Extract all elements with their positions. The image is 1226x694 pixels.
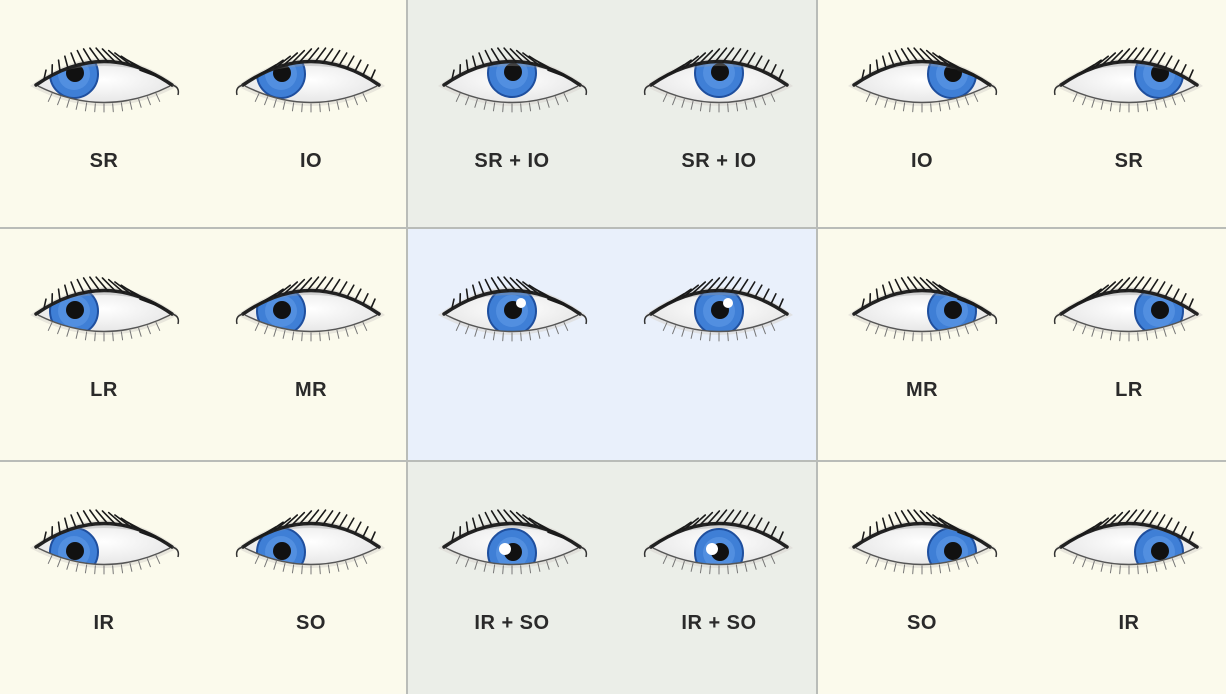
muscle-label: SR + IO xyxy=(681,150,757,172)
gaze-cell: SR + IO SR + IO xyxy=(408,0,816,227)
eye-icon xyxy=(1053,47,1203,113)
eye-icon xyxy=(235,47,385,113)
gaze-cell xyxy=(408,229,816,460)
gaze-cell: IR + SO IR + SO xyxy=(408,462,816,694)
eye-icon xyxy=(438,276,588,342)
eye-icon xyxy=(1053,276,1203,342)
muscle-label: LR xyxy=(1115,379,1143,401)
eye-icon xyxy=(235,276,385,342)
muscle-label: IR + SO xyxy=(681,612,757,634)
eye-icon xyxy=(438,47,588,113)
eye-icon xyxy=(848,276,998,342)
eye-icon xyxy=(1053,509,1203,575)
eye-icon xyxy=(438,509,588,575)
eye-icon xyxy=(643,47,793,113)
muscle-label: LR xyxy=(90,379,118,401)
gaze-cell: IO SR xyxy=(818,0,1226,227)
gaze-cell: SR IO xyxy=(0,0,406,227)
muscle-label: SR xyxy=(1114,150,1144,172)
eye-icon xyxy=(848,47,998,113)
eye-icon xyxy=(643,509,793,575)
eye-icon xyxy=(848,509,998,575)
muscle-label: SO xyxy=(296,612,326,634)
gaze-cell: SO IR xyxy=(818,462,1226,694)
muscle-label: IR xyxy=(93,612,115,634)
eye-icon xyxy=(235,509,385,575)
eye-icon xyxy=(643,276,793,342)
muscle-label: SO xyxy=(907,612,937,634)
eye-icon xyxy=(30,509,180,575)
eye-icon xyxy=(30,47,180,113)
gaze-cell: IR SO xyxy=(0,462,406,694)
eye-icon xyxy=(30,276,180,342)
gaze-cell: LR MR xyxy=(0,229,406,460)
muscle-label: IO xyxy=(910,150,934,172)
muscle-label: MR xyxy=(294,379,328,401)
muscle-label: MR xyxy=(905,379,939,401)
muscle-label: IR xyxy=(1118,612,1140,634)
muscle-label: SR xyxy=(89,150,119,172)
muscle-label: IO xyxy=(299,150,323,172)
muscle-label: IR + SO xyxy=(474,612,550,634)
muscle-label: SR + IO xyxy=(474,150,550,172)
gaze-cell: MR LR xyxy=(818,229,1226,460)
